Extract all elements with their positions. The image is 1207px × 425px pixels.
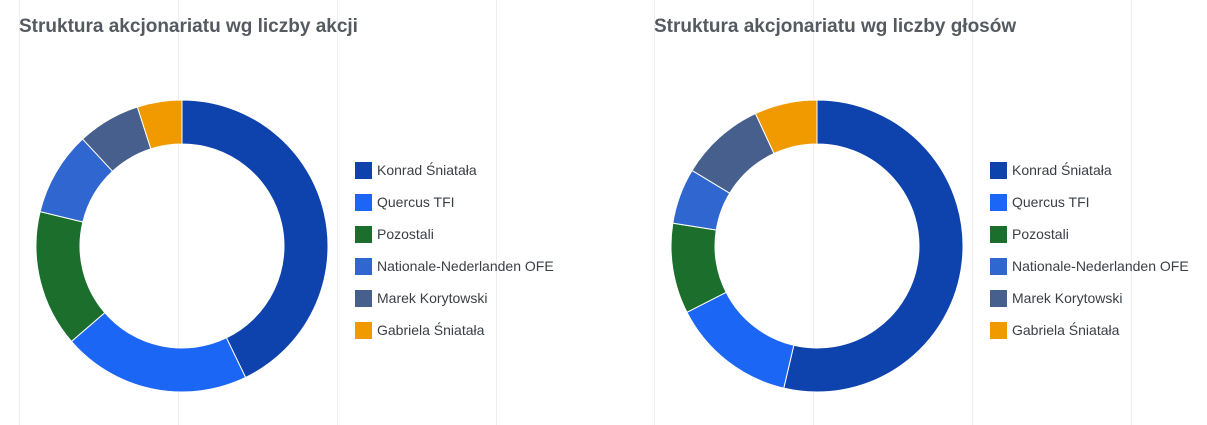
legend-label: Konrad Śniatała xyxy=(377,162,477,178)
donut-slice[interactable] xyxy=(783,99,964,393)
legend-swatch xyxy=(990,193,1007,211)
legend-item[interactable]: Konrad Śniatała xyxy=(355,154,554,186)
donut-slice[interactable] xyxy=(35,211,106,343)
legend-swatch xyxy=(990,225,1007,243)
gridline xyxy=(337,0,338,425)
legend-item[interactable]: Gabriela Śniatała xyxy=(990,314,1189,346)
legend-swatch xyxy=(355,161,372,179)
legend-label: Pozostali xyxy=(1012,226,1069,242)
chart-title: Struktura akcjonariatu wg liczby akcji xyxy=(19,16,358,37)
chart-panel-shares: Struktura akcjonariatu wg liczby akcji K… xyxy=(0,0,600,425)
gridline xyxy=(813,0,814,425)
legend: Konrad Śniatała Quercus TFI Pozostali Natio… xyxy=(990,154,1189,346)
legend-swatch xyxy=(355,193,372,211)
legend-label: Nationale-Nederlanden OFE xyxy=(377,258,554,274)
legend-item[interactable]: Konrad Śniatała xyxy=(990,154,1189,186)
legend-label: Konrad Śniatała xyxy=(1012,162,1112,178)
legend-label: Gabriela Śniatała xyxy=(1012,322,1120,338)
legend-swatch xyxy=(355,257,372,275)
legend-item[interactable]: Marek Korytowski xyxy=(990,282,1189,314)
legend-item[interactable]: Pozostali xyxy=(990,218,1189,250)
donut-slice[interactable] xyxy=(686,291,795,389)
legend-label: Nationale-Nederlanden OFE xyxy=(1012,258,1189,274)
donut-chart-shares xyxy=(35,99,329,393)
legend: Konrad Śniatała Quercus TFI Pozostali Natio… xyxy=(355,154,554,346)
legend-label: Gabriela Śniatała xyxy=(377,322,485,338)
gridline xyxy=(178,0,179,425)
legend-label: Pozostali xyxy=(377,226,434,242)
legend-item[interactable]: Nationale-Nederlanden OFE xyxy=(355,250,554,282)
legend-swatch xyxy=(355,225,372,243)
chart-panel-votes: Struktura akcjonariatu wg liczby głosów … xyxy=(635,0,1207,425)
donut-slice[interactable] xyxy=(754,99,818,155)
legend-swatch xyxy=(355,289,372,307)
gridline xyxy=(972,0,973,425)
legend-item[interactable]: Quercus TFI xyxy=(990,186,1189,218)
gridline xyxy=(19,0,20,425)
legend-item[interactable]: Nationale-Nederlanden OFE xyxy=(990,250,1189,282)
legend-label: Marek Korytowski xyxy=(377,290,488,306)
legend-label: Quercus TFI xyxy=(1012,194,1090,210)
gridline xyxy=(1131,0,1132,425)
gridline xyxy=(654,0,655,425)
legend-label: Quercus TFI xyxy=(377,194,455,210)
donut-chart-votes xyxy=(670,99,964,393)
legend-item[interactable]: Marek Korytowski xyxy=(355,282,554,314)
legend-label: Marek Korytowski xyxy=(1012,290,1123,306)
legend-item[interactable]: Quercus TFI xyxy=(355,186,554,218)
donut-slice[interactable] xyxy=(70,311,247,393)
gridline xyxy=(496,0,497,425)
legend-swatch xyxy=(355,321,372,339)
donut-slice[interactable] xyxy=(181,99,329,379)
legend-swatch xyxy=(990,257,1007,275)
legend-swatch xyxy=(990,321,1007,339)
chart-title: Struktura akcjonariatu wg liczby głosów xyxy=(654,16,1017,37)
legend-swatch xyxy=(990,161,1007,179)
donut-slice[interactable] xyxy=(136,99,183,150)
legend-item[interactable]: Gabriela Śniatała xyxy=(355,314,554,346)
legend-swatch xyxy=(990,289,1007,307)
legend-item[interactable]: Pozostali xyxy=(355,218,554,250)
